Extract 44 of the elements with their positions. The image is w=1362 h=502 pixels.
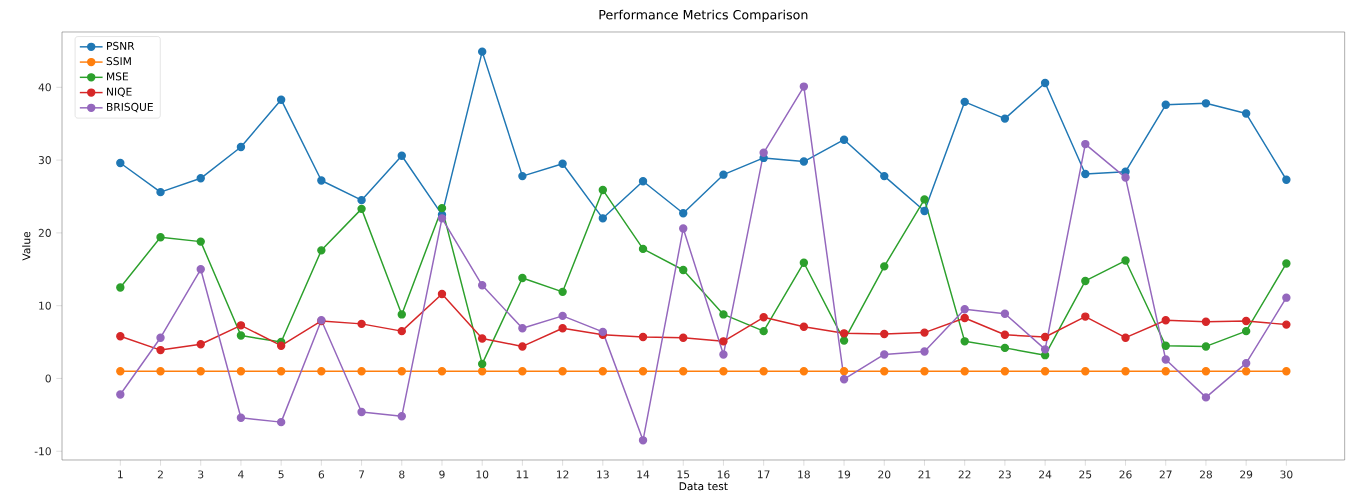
y-tick-label: 40 [38, 83, 51, 92]
x-tick-label: 15 [677, 470, 690, 479]
y-tick-label: 10 [39, 301, 51, 310]
legend-label: MSE [107, 72, 129, 81]
legend-label: NIQE [107, 87, 132, 97]
y-tick-label: 0 [45, 374, 51, 383]
x-tick-label: 23 [998, 470, 1011, 479]
x-tick-label: 1 [118, 470, 123, 479]
x-tick-label: 21 [918, 470, 931, 479]
x-tick-label: 26 [1119, 470, 1132, 479]
x-tick-label: 27 [1159, 470, 1172, 479]
x-tick-label: 29 [1240, 470, 1253, 479]
x-axis-title: Data test [679, 482, 728, 491]
x-tick-label: 16 [717, 470, 730, 479]
y-tick-label: 30 [38, 156, 51, 165]
x-tick-label: 18 [798, 470, 810, 479]
x-tick-label: 22 [958, 470, 971, 479]
x-tick-label: 14 [637, 470, 650, 479]
x-tick-label: 4 [238, 470, 244, 479]
legend-label: BRISQUE [107, 102, 153, 113]
chart-title: Performance Metrics Comparison [599, 9, 808, 22]
legend-label: SSIM [106, 57, 131, 66]
x-tick-label: 30 [1280, 470, 1293, 479]
x-tick-label: 20 [878, 470, 891, 479]
x-tick-label: 25 [1079, 470, 1092, 479]
x-tick-label: 2 [157, 470, 163, 479]
y-tick-label: 20 [38, 228, 51, 237]
x-tick-label: 6 [318, 470, 325, 479]
x-tick-label: 12 [557, 470, 569, 479]
x-tick-label: 3 [198, 470, 204, 479]
x-tick-label: 11 [516, 470, 529, 479]
x-tick-label: 9 [439, 470, 445, 479]
x-tick-label: 10 [476, 470, 489, 479]
y-axis-title: Value [22, 231, 31, 261]
legend-label: PSNR [107, 41, 135, 50]
x-tick-label: 24 [1039, 470, 1052, 479]
x-tick-label: 7 [359, 470, 365, 479]
x-tick-label: 19 [838, 470, 851, 479]
x-tick-label: 8 [399, 470, 405, 479]
y-tick-label: -10 [34, 447, 51, 456]
x-tick-label: 17 [758, 470, 770, 479]
x-tick-label: 13 [597, 470, 609, 479]
x-tick-label: 28 [1199, 470, 1213, 479]
x-tick-label: 5 [278, 470, 284, 479]
